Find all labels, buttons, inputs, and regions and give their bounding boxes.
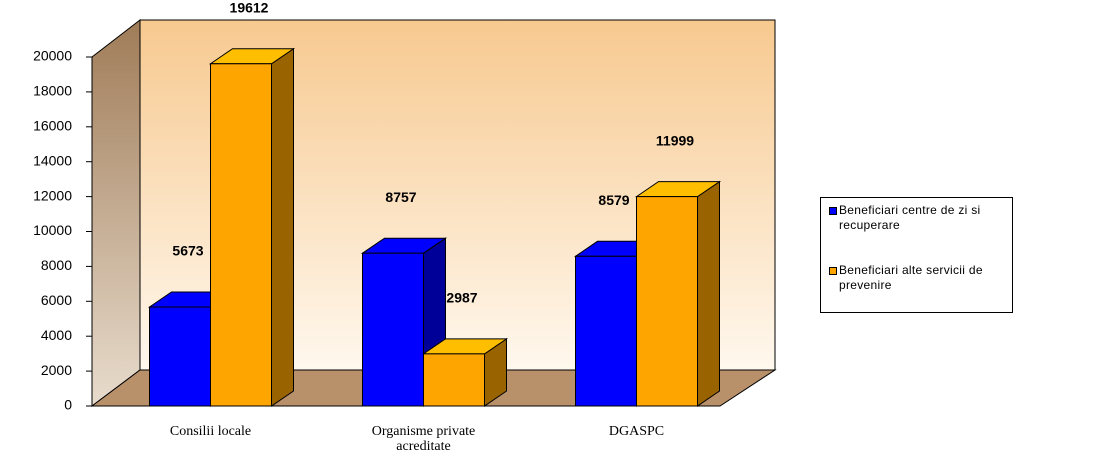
y-tick-label: 4000 — [41, 327, 72, 343]
legend-swatch — [829, 207, 837, 215]
value-label: 8579 — [598, 192, 629, 208]
side-wall — [91, 18, 141, 407]
bar — [575, 255, 637, 407]
bar — [210, 63, 272, 407]
value-label: 19612 — [230, 0, 269, 15]
bar — [423, 353, 485, 407]
bar-side — [697, 180, 720, 407]
bar-side — [271, 47, 294, 407]
bar — [636, 196, 698, 407]
bar — [362, 252, 424, 407]
x-tick-label: Organisme private acreditate — [371, 424, 476, 454]
legend: Beneficiari centre de zi si recuperare Be… — [820, 197, 1013, 313]
value-label: 2987 — [446, 290, 477, 306]
bar — [149, 306, 211, 407]
y-tick-label: 8000 — [41, 257, 72, 273]
y-tick-label: 14000 — [33, 152, 72, 168]
y-tick-label: 20000 — [33, 48, 72, 64]
x-tick-label: Consilii locale — [169, 424, 252, 439]
y-tick-label: 6000 — [41, 292, 72, 308]
y-tick-label: 2000 — [41, 362, 72, 378]
value-label: 5673 — [172, 243, 203, 259]
legend-swatch — [829, 267, 837, 275]
y-tick-label: 16000 — [33, 118, 72, 134]
legend-label: Beneficiari centre de zi si recuperare — [839, 203, 981, 232]
y-tick-label: 0 — [64, 397, 72, 413]
x-tick-label: DGASPC — [608, 424, 665, 439]
value-label: 11999 — [656, 132, 694, 148]
y-tick-label: 10000 — [33, 222, 72, 238]
y-tick-label: 12000 — [33, 187, 72, 203]
legend-label: Beneficiari alte servicii de prevenire — [839, 263, 983, 292]
y-tick-label: 18000 — [33, 83, 72, 99]
value-label: 8757 — [385, 189, 416, 205]
